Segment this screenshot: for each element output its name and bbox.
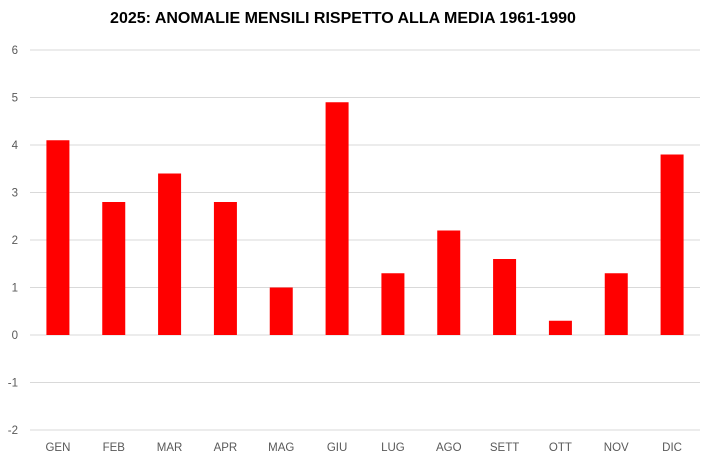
y-tick-label: 4: [12, 140, 19, 152]
y-tick-label: -1: [8, 378, 18, 390]
bar: [660, 154, 684, 335]
y-tick-label: 1: [12, 283, 18, 295]
bar: [102, 202, 126, 335]
bar: [437, 230, 461, 335]
chart-title: 2025: ANOMALIE MENSILI RISPETTO ALLA MED…: [110, 10, 576, 27]
y-tick-label: 3: [12, 188, 18, 200]
x-tick-label: MAG: [268, 442, 294, 454]
bar: [158, 173, 182, 335]
bars: [46, 102, 684, 335]
bar: [604, 273, 628, 335]
x-tick-label: SETT: [490, 442, 519, 454]
bar: [325, 102, 349, 335]
x-tick-label: GIU: [327, 442, 347, 454]
y-tick-label: -2: [8, 425, 18, 437]
x-tick-label: GEN: [45, 442, 70, 454]
y-tick-label: 6: [12, 45, 18, 57]
x-tick-label: MAR: [157, 442, 183, 454]
x-tick-label: APR: [214, 442, 238, 454]
x-tick-label: NOV: [604, 442, 629, 454]
bar: [46, 140, 70, 335]
bar: [269, 287, 293, 335]
y-tick-label: 2: [12, 235, 18, 247]
x-tick-label: LUG: [381, 442, 405, 454]
y-tick-label: 5: [12, 93, 18, 105]
x-tick-label: DIC: [662, 442, 682, 454]
x-tick-label: FEB: [103, 442, 126, 454]
bar: [493, 259, 517, 335]
bar: [213, 202, 237, 335]
bar: [548, 320, 572, 335]
bar: [381, 273, 405, 335]
y-tick-label: 0: [12, 330, 18, 342]
y-axis-ticks: 6 5 4 3 2 1 0 -1 -2: [8, 45, 19, 437]
x-axis-ticks: GEN FEB MAR APR MAG GIU LUG AGO SETT OTT NOV DIC: [45, 442, 682, 454]
x-tick-label: AGO: [436, 442, 462, 454]
x-tick-label: OTT: [549, 442, 572, 454]
grid-lines: [30, 49, 700, 431]
